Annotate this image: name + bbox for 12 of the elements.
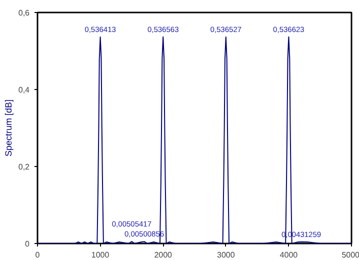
y-tick-label: 0,2	[18, 162, 30, 172]
x-tick-label: 3000	[217, 250, 236, 260]
line-series	[38, 36, 352, 244]
x-tick-label: 2000	[154, 250, 173, 260]
y-tick-label: 0,6	[18, 8, 30, 18]
x-tick-label: 0	[35, 250, 40, 260]
x-tick-label: 4000	[280, 250, 298, 260]
y-axis-title: Spectrum [dB]	[3, 99, 14, 157]
y-tick-label: 0,4	[18, 86, 30, 94]
y-tick-label: 0	[25, 240, 30, 248]
x-tick-label: 1000	[91, 250, 110, 260]
x-tick-label: 5000	[342, 250, 359, 260]
